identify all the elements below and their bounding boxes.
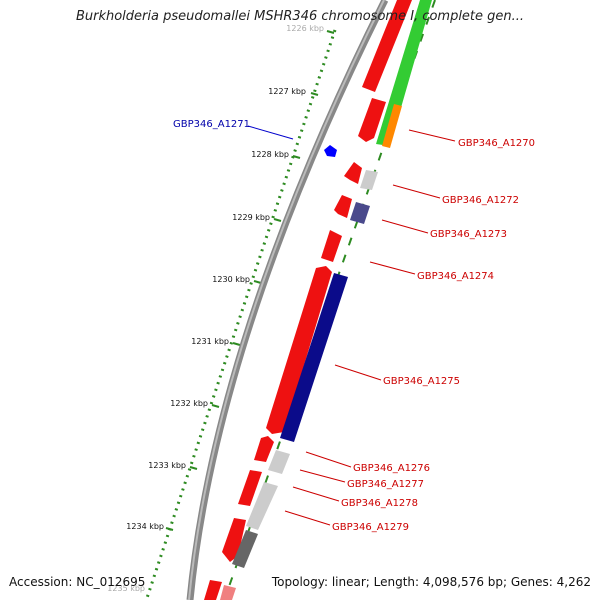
- gene-label-a1276[interactable]: GBP346_A1276: [353, 463, 430, 474]
- accession-text: Accession: NC_012695: [9, 575, 146, 589]
- ruler-tick-label: 1226 kbp: [286, 24, 324, 33]
- gene-label-a1279[interactable]: GBP346_A1279: [332, 522, 409, 533]
- chromosome-backbone-highlight: [188, 0, 385, 601]
- cds-feature[interactable]: [321, 230, 342, 262]
- gene-labels: GBP346_A1271 GBP346_A1270 GBP346_A1272 G…: [173, 119, 535, 533]
- gene-label-a1274[interactable]: GBP346_A1274: [417, 271, 494, 282]
- gene-label-a1278[interactable]: GBP346_A1278: [341, 498, 418, 509]
- cds-feature[interactable]: [266, 266, 332, 434]
- gray-feature[interactable]: [268, 450, 290, 474]
- dark-gray-feature[interactable]: [232, 530, 258, 568]
- ruler-tick-label: 1227 kbp: [268, 87, 306, 96]
- cds-feature[interactable]: [238, 470, 262, 506]
- ruler-tick-label: 1234 kbp: [126, 522, 164, 531]
- ruler-tick-label: 1232 kbp: [170, 399, 208, 408]
- cds-feature[interactable]: [254, 436, 274, 462]
- ruler-tick-label: 1233 kbp: [148, 461, 186, 470]
- gene-label-a1272[interactable]: GBP346_A1272: [442, 195, 519, 206]
- ruler-ticks: [165, 30, 335, 531]
- green-feature[interactable]: [376, 0, 432, 146]
- cds-feature[interactable]: [220, 585, 236, 600]
- gray-feature[interactable]: [246, 482, 278, 530]
- ruler-tick-label: 1228 kbp: [251, 150, 289, 159]
- cds-feature[interactable]: [334, 195, 352, 218]
- a1271-feature[interactable]: [324, 145, 337, 157]
- gene-label-a1273[interactable]: GBP346_A1273: [430, 229, 507, 240]
- ruler-tick-label: 1230 kbp: [212, 275, 250, 284]
- gene-label-a1277[interactable]: GBP346_A1277: [347, 479, 424, 490]
- ruler-tick-label: 1229 kbp: [232, 213, 270, 222]
- cds-feature[interactable]: [358, 98, 386, 142]
- ruler-tick-labels: 1226 kbp 1227 kbp 1228 kbp 1229 kbp 1230…: [107, 24, 324, 593]
- cds-feature[interactable]: [344, 162, 362, 184]
- gene-label-a1275[interactable]: GBP346_A1275: [383, 376, 460, 387]
- a1271-leader-line: [247, 125, 294, 140]
- orange-feature[interactable]: [382, 104, 402, 148]
- gene-leader-lines: [284, 129, 456, 526]
- gene-label-a1271[interactable]: GBP346_A1271: [173, 119, 250, 130]
- cds-feature[interactable]: [222, 518, 246, 562]
- map-title: Burkholderia pseudomallei MSHR346 chromo…: [75, 9, 525, 24]
- feature-track: [232, 0, 432, 568]
- cds-track: [204, 0, 412, 600]
- scale-ruler: [145, 29, 337, 599]
- blue-feature[interactable]: [280, 273, 348, 442]
- ruler-tick-label: 1235 kbp: [107, 584, 145, 593]
- slate-feature[interactable]: [350, 202, 370, 224]
- ruler-tick-label: 1231 kbp: [191, 337, 229, 346]
- gene-label-a1270[interactable]: GBP346_A1270: [458, 138, 535, 149]
- cds-feature[interactable]: [204, 580, 222, 600]
- cds-feature[interactable]: [362, 0, 412, 92]
- genome-info-text: Topology: linear; Length: 4,098,576 bp; …: [271, 575, 591, 589]
- gray-feature[interactable]: [360, 170, 378, 190]
